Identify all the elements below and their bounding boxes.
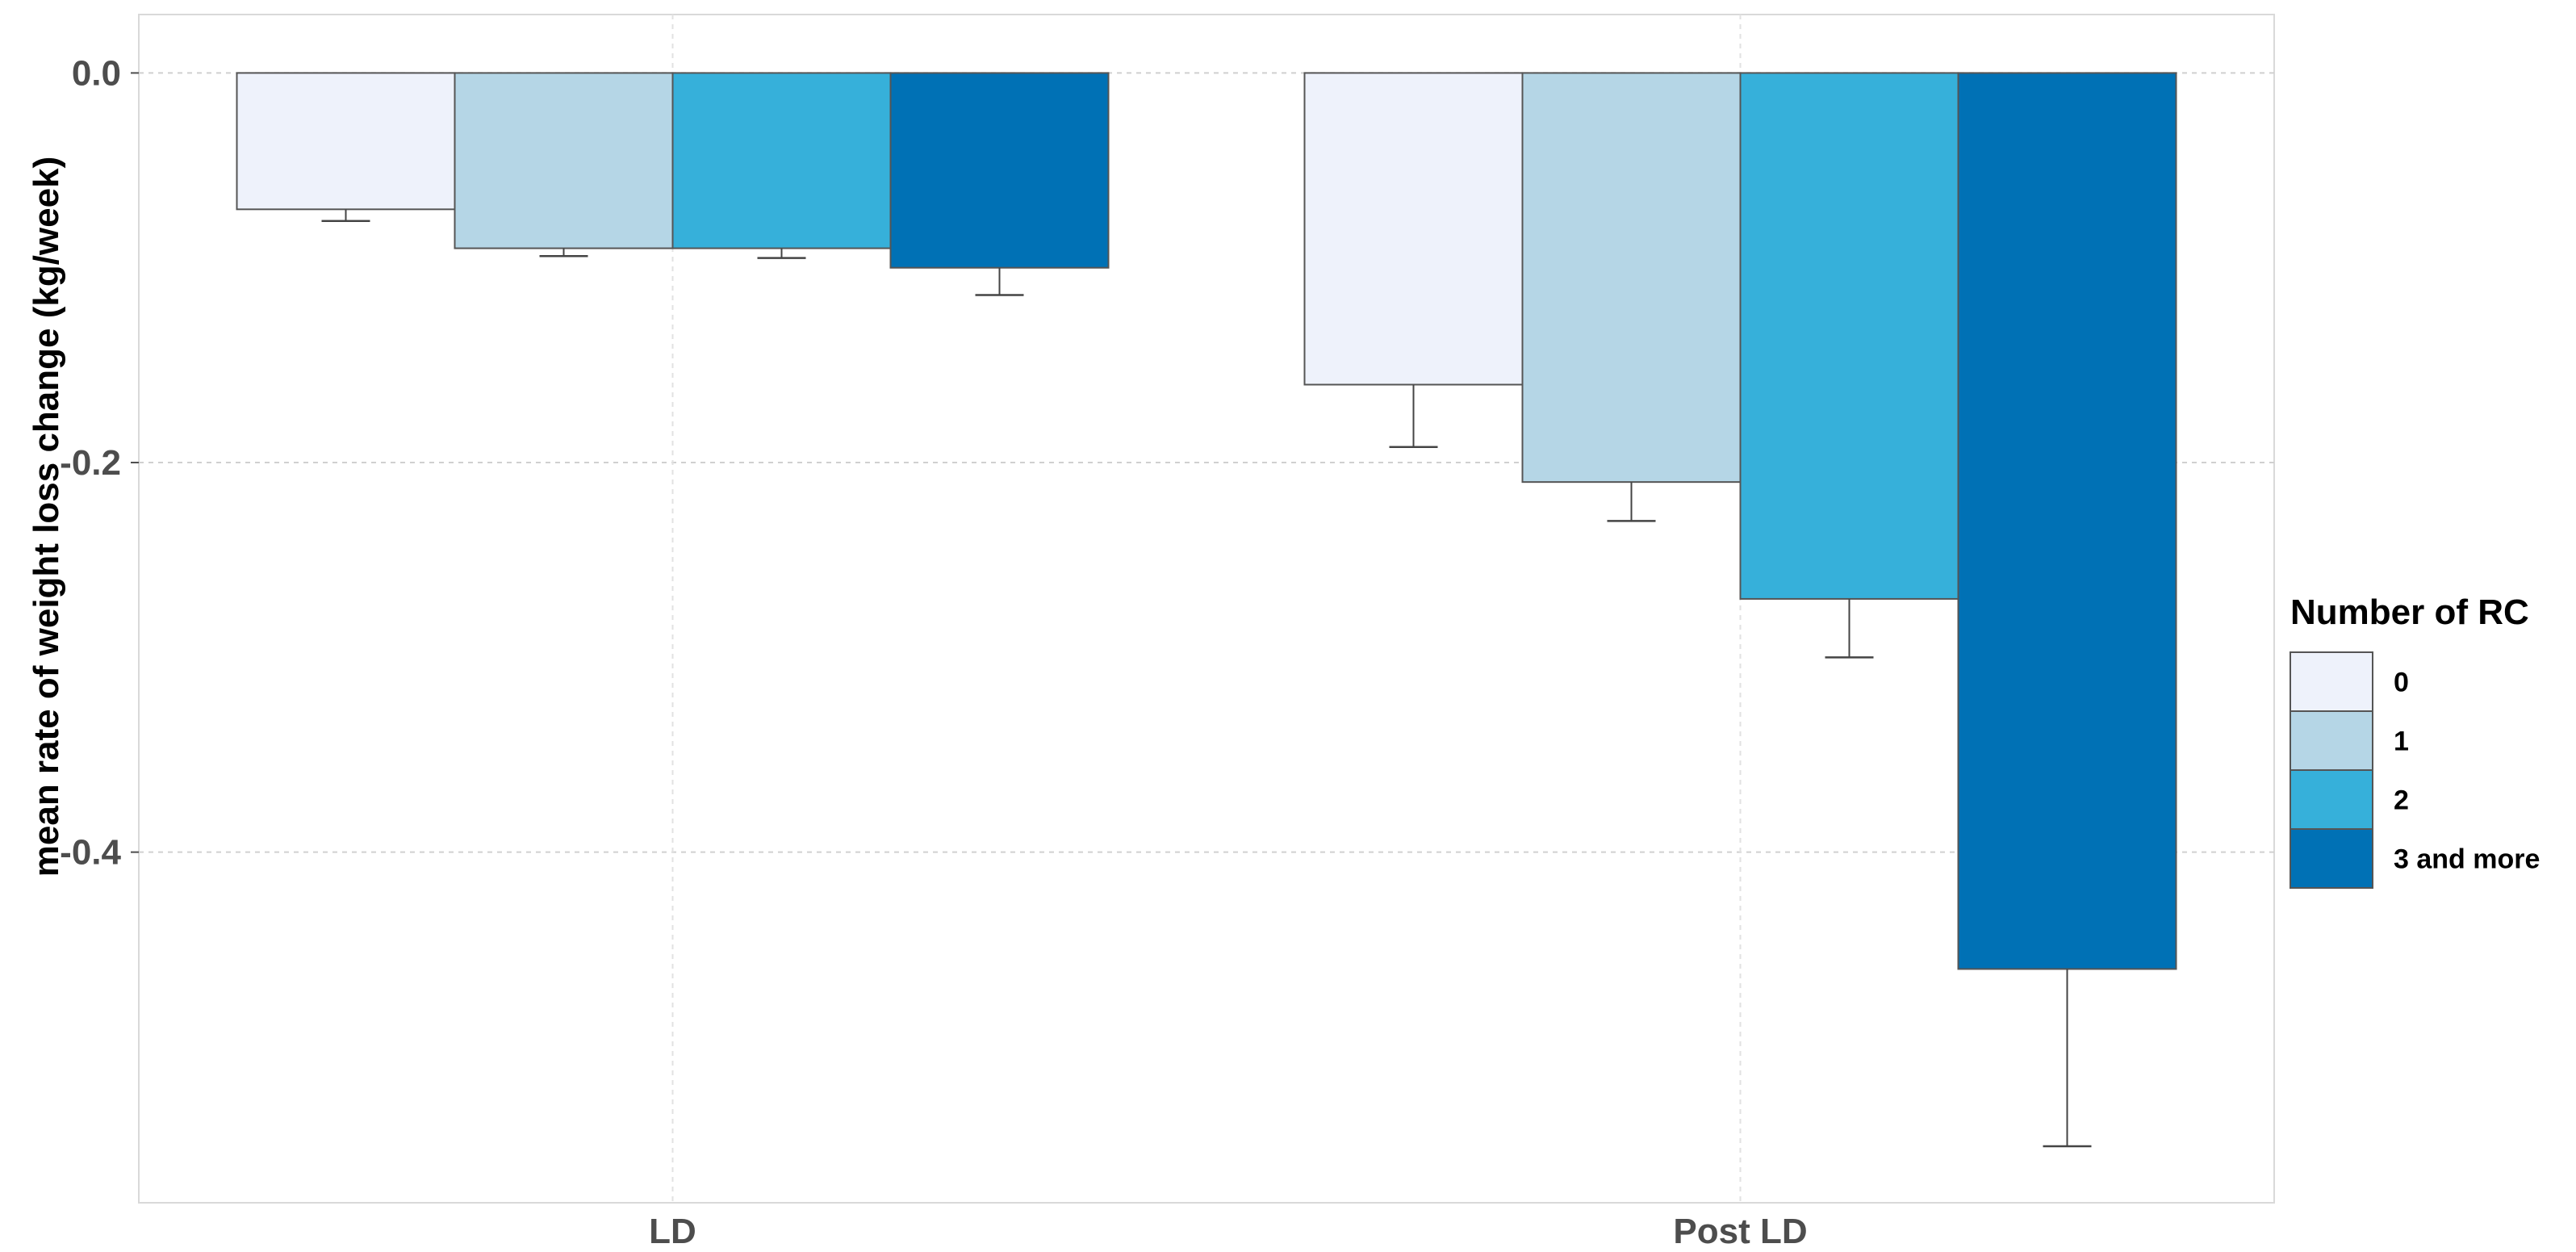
bar-ld-rc-3-and-more <box>889 72 1110 269</box>
bar-ld-rc-2 <box>671 72 892 249</box>
legend-label: 2 <box>2394 785 2409 816</box>
bar-ld-rc-1 <box>454 72 674 249</box>
bar-post-ld-rc-0 <box>1303 72 1524 386</box>
bar-post-ld-rc-3-and-more <box>1957 72 2177 970</box>
x-tick-label: Post LD <box>1673 1212 1807 1251</box>
error-bars-group <box>321 209 2092 1148</box>
y-tick-label: 0.0 <box>72 53 121 93</box>
axes-group: LD Post LD 0.0 -0.2 -0.4 <box>60 53 1807 1251</box>
plot-border <box>138 14 2275 1204</box>
legend-label: 3 and more <box>2394 844 2540 875</box>
legend-key-0 <box>2290 651 2373 712</box>
legend-label: 1 <box>2394 726 2409 757</box>
legend-key-3-and-more <box>2290 828 2373 889</box>
y-axis-title: mean rate of weight loss change (kg/week… <box>27 157 66 877</box>
legend-title: Number of RC <box>2290 593 2529 632</box>
legend-key-2 <box>2290 769 2373 830</box>
bars-group <box>236 72 2177 970</box>
x-tick-label: LD <box>649 1212 696 1251</box>
y-tick-label: -0.4 <box>60 833 121 873</box>
legend-key-1 <box>2290 710 2373 771</box>
bar-post-ld-rc-1 <box>1521 72 1742 484</box>
y-tick-label: -0.2 <box>60 443 121 483</box>
legend: Number of RC 0 1 2 3 and more <box>2290 593 2540 889</box>
legend-label: 0 <box>2394 668 2409 698</box>
bar-ld-rc-0 <box>236 72 456 211</box>
bar-post-ld-rc-2 <box>1739 72 1959 600</box>
